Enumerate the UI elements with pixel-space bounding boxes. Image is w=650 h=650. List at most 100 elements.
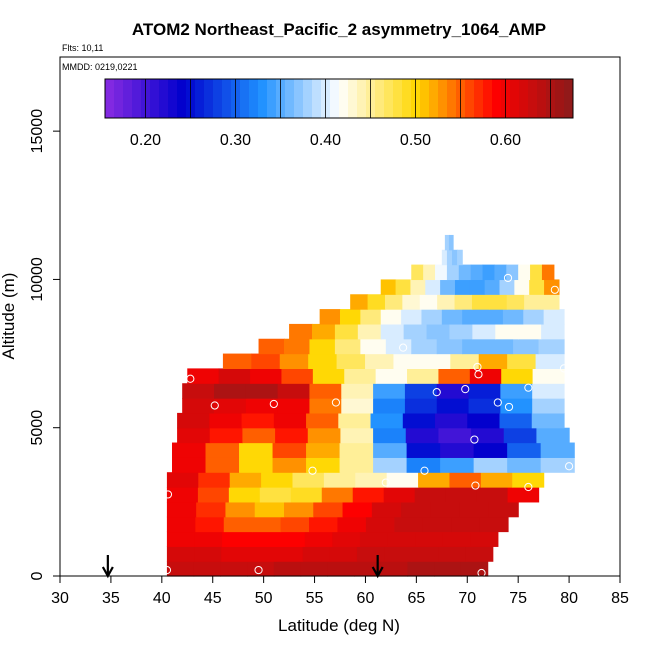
heatmap-cell bbox=[339, 457, 374, 473]
heatmap-cell bbox=[273, 561, 302, 577]
colorbar-segment bbox=[312, 79, 322, 118]
heatmap-cell bbox=[292, 472, 325, 488]
colorbar-segment bbox=[150, 79, 160, 118]
heatmap-cell bbox=[421, 309, 443, 325]
colorbar-tick-label: 0.60 bbox=[490, 132, 521, 149]
heatmap-cell bbox=[385, 338, 412, 355]
colorbar-segment bbox=[384, 79, 394, 118]
heatmap-cell bbox=[225, 501, 256, 518]
colorbar-segment bbox=[294, 79, 304, 118]
heatmap-cell bbox=[277, 398, 311, 414]
heatmap-cell bbox=[306, 442, 341, 458]
heatmap-cell bbox=[482, 264, 496, 281]
heatmap-cell bbox=[445, 487, 478, 503]
sample-point bbox=[564, 462, 574, 471]
heatmap-cell bbox=[321, 487, 354, 503]
heatmap-cell bbox=[462, 338, 489, 355]
heatmap-cell bbox=[272, 457, 307, 473]
heatmap-cell bbox=[532, 368, 565, 384]
heatmap-cell bbox=[279, 353, 309, 369]
heatmap-cell bbox=[350, 294, 369, 310]
heatmap-cell bbox=[418, 472, 451, 488]
heatmap-cell bbox=[166, 561, 195, 577]
heatmap-cell bbox=[476, 487, 509, 503]
heatmap-cell bbox=[336, 353, 366, 369]
heatmap-cell bbox=[532, 383, 565, 399]
heatmap-cell bbox=[380, 279, 397, 295]
heatmap-cell bbox=[194, 546, 222, 562]
colorbar-segment bbox=[267, 79, 277, 118]
heatmap-cell bbox=[284, 338, 311, 355]
heatmap-cell bbox=[518, 264, 531, 281]
heatmap-cell bbox=[367, 294, 386, 310]
heatmap-cell bbox=[479, 516, 509, 533]
heatmap-cell bbox=[309, 398, 342, 414]
heatmap-cell bbox=[435, 264, 448, 281]
colorbar-segment bbox=[429, 79, 439, 118]
sample-points bbox=[162, 273, 574, 578]
sample-point bbox=[493, 398, 502, 407]
heatmap-cell bbox=[404, 398, 438, 414]
heatmap-cell bbox=[214, 398, 247, 414]
y-tick-label: 15000 bbox=[29, 109, 46, 154]
heatmap-cell bbox=[245, 398, 279, 414]
heatmap-cell bbox=[507, 442, 542, 458]
colorbar-segment bbox=[447, 79, 457, 118]
colorbar-segment bbox=[168, 79, 178, 118]
heatmap-cell bbox=[249, 531, 278, 547]
heatmap-cell bbox=[222, 353, 252, 369]
colorbar-segment bbox=[240, 79, 250, 118]
colorbar-segment bbox=[519, 79, 529, 118]
heatmap-cell bbox=[221, 546, 249, 562]
heatmap-cell bbox=[478, 353, 508, 369]
heatmap-cell bbox=[441, 249, 448, 266]
heatmap-cell bbox=[365, 353, 395, 369]
heatmap-cell bbox=[415, 531, 444, 547]
heatmap-cell bbox=[380, 323, 405, 340]
colorbar-segment bbox=[285, 79, 295, 118]
heatmap-cell bbox=[473, 442, 508, 458]
x-axis: 30 35 40 45 50 55 60 65 70 75 80 85 bbox=[51, 576, 629, 607]
colorbar-tick-label: 0.20 bbox=[130, 132, 161, 149]
heatmap-cell bbox=[195, 516, 225, 533]
heatmap-cell bbox=[241, 412, 275, 429]
heatmap-cell bbox=[513, 338, 540, 355]
heatmap-cell bbox=[468, 383, 501, 399]
heatmap-cell bbox=[306, 412, 339, 429]
heatmap-cell bbox=[197, 487, 230, 503]
heatmap-cell bbox=[401, 309, 423, 325]
heatmap-cell bbox=[245, 383, 279, 399]
heatmap-cell bbox=[543, 309, 565, 325]
colorbar-segment bbox=[528, 79, 538, 118]
heatmap-cell bbox=[289, 323, 313, 340]
colorbar-tick-label: 0.40 bbox=[310, 132, 341, 149]
heatmap-cell bbox=[454, 279, 471, 295]
heatmap-cell bbox=[499, 412, 533, 429]
colorbar-segment bbox=[339, 79, 349, 118]
heatmap-cell bbox=[383, 487, 416, 503]
heatmap-cell bbox=[480, 472, 513, 488]
heatmap-cell bbox=[384, 546, 412, 562]
heatmap-cell bbox=[360, 309, 382, 325]
heatmap-cell bbox=[440, 279, 456, 295]
heatmap-cell bbox=[177, 427, 211, 444]
heatmap-cell bbox=[209, 427, 244, 444]
x-tick-label: 70 bbox=[458, 590, 476, 607]
heatmap-cell bbox=[309, 516, 339, 533]
date-annotation: MMDD: 0219,0221 bbox=[62, 62, 138, 72]
heatmap-cell bbox=[340, 427, 374, 444]
heatmap-cell bbox=[465, 546, 494, 562]
heatmap-cell bbox=[441, 309, 463, 325]
heatmap-cell bbox=[258, 338, 285, 355]
heatmap-cell bbox=[405, 427, 440, 444]
x-tick-label: 80 bbox=[560, 590, 578, 607]
heatmap-cell bbox=[518, 323, 542, 340]
heatmap-cell bbox=[406, 442, 441, 458]
heatmap-cell bbox=[373, 383, 406, 399]
colorbar-segment bbox=[330, 79, 340, 118]
heatmap-cell bbox=[357, 323, 382, 340]
heatmap-cell bbox=[332, 531, 361, 547]
heatmap-cell bbox=[182, 398, 215, 414]
heatmap-cell bbox=[214, 383, 247, 399]
colorbar-segment bbox=[402, 79, 412, 118]
